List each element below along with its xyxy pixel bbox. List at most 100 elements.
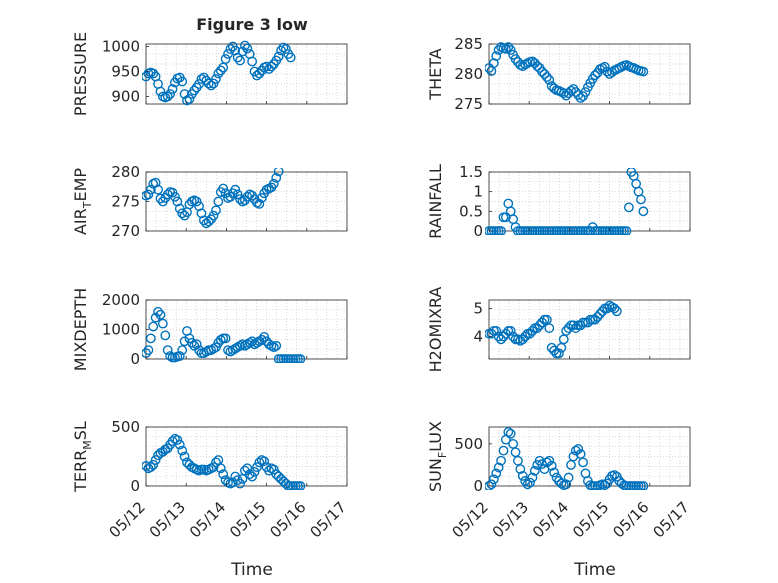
data-point: [599, 61, 610, 72]
data-point: [218, 469, 229, 480]
data-point: [227, 477, 238, 488]
data-point: [211, 457, 221, 468]
x-tick-label: 05/17: [650, 498, 693, 541]
data-point: [510, 54, 521, 64]
data-point: [153, 184, 163, 195]
data-point: [273, 168, 284, 177]
y-tick-label: 500: [454, 435, 483, 453]
data-point: [223, 345, 233, 356]
data-point: [184, 94, 195, 104]
data-point: [496, 455, 506, 466]
x-tick-label: 05/15: [569, 498, 612, 541]
data-point: [493, 45, 504, 55]
data-point: [638, 206, 649, 217]
y-tick-label: 1000: [102, 38, 140, 56]
data-point: [592, 311, 603, 322]
data-point: [546, 342, 557, 353]
data-point: [230, 184, 241, 195]
data-point: [486, 479, 497, 490]
data-point: [191, 196, 202, 207]
data-point: [150, 312, 161, 323]
data-point: [182, 95, 192, 106]
data-point: [500, 43, 511, 54]
y-axis-label: PRESSURE: [71, 32, 90, 116]
data-point: [213, 455, 224, 465]
data-point: [165, 89, 176, 99]
data-point: [633, 186, 644, 197]
y-axis-label-rest: SL: [71, 421, 90, 440]
data-point: [208, 210, 219, 221]
data-point: [244, 337, 255, 348]
data-point: [493, 462, 504, 473]
data-point: [491, 51, 502, 61]
y-tick-label: 0.5: [459, 202, 483, 220]
data-point: [247, 336, 258, 347]
data-point: [558, 334, 569, 345]
data-point: [213, 68, 224, 79]
subplot-5: 0 1000 2000 MIXDEPTH: [71, 288, 348, 371]
data-point: [520, 331, 531, 342]
x-tick-label: 05/15: [226, 498, 269, 541]
y-tick-label: 0: [130, 477, 140, 495]
data-point: [165, 351, 176, 361]
data-point: [609, 303, 620, 314]
data-point: [215, 65, 226, 76]
data-point: [170, 191, 180, 202]
data-point: [189, 85, 200, 96]
x-tick-label: 05/17: [307, 498, 350, 541]
data-point: [177, 208, 188, 219]
data-point: [611, 306, 622, 317]
data-point: [198, 72, 209, 83]
data-point: [271, 172, 282, 183]
y-axis-label: AIRTEMP: [71, 168, 94, 235]
data-point: [280, 44, 291, 54]
data-point: [631, 178, 642, 189]
data-point: [491, 468, 502, 479]
data-point: [213, 196, 224, 207]
y-tick-label: 280: [111, 163, 140, 181]
data-point: [186, 337, 197, 348]
data-point: [590, 70, 601, 81]
y-tick-label: 1: [473, 183, 483, 201]
data-point: [532, 323, 543, 333]
marker-group: [485, 300, 622, 359]
data-point: [271, 340, 282, 351]
data-point: [602, 66, 613, 77]
data-point: [561, 326, 572, 336]
data-point: [174, 351, 185, 361]
y-axis-label: THETA: [426, 48, 445, 100]
data-point: [232, 342, 243, 353]
data-point: [505, 428, 516, 439]
data-point: [595, 309, 605, 319]
data-point: [254, 457, 265, 468]
data-point: [145, 462, 156, 473]
data-point: [252, 462, 262, 473]
x-axis-label-right: Time: [573, 560, 616, 580]
data-point: [525, 328, 535, 339]
data-point: [563, 323, 574, 333]
data-point: [239, 340, 250, 351]
subplot-1: 900 950 1000 PRESSURE: [71, 32, 348, 116]
y-axis-label: RAINFALL: [426, 164, 445, 239]
data-point: [215, 463, 226, 474]
data-point: [546, 460, 557, 471]
data-point: [505, 326, 516, 336]
y-axis-label: MIXDEPTH: [71, 288, 90, 371]
x-tick-label: 05/13: [146, 498, 189, 541]
data-point: [517, 61, 528, 72]
data-point: [599, 480, 610, 490]
data-point: [235, 478, 245, 489]
y-tick-label: 950: [111, 63, 140, 81]
y-tick-label: 900: [111, 88, 140, 106]
data-point: [537, 66, 547, 77]
data-point: [256, 193, 267, 203]
data-point: [496, 226, 506, 235]
axes-box: [145, 426, 348, 487]
data-point: [268, 464, 279, 475]
data-point: [500, 212, 511, 223]
data-point: [211, 205, 221, 216]
y-axis-label-main: AIR: [71, 208, 90, 235]
data-point: [554, 348, 564, 359]
